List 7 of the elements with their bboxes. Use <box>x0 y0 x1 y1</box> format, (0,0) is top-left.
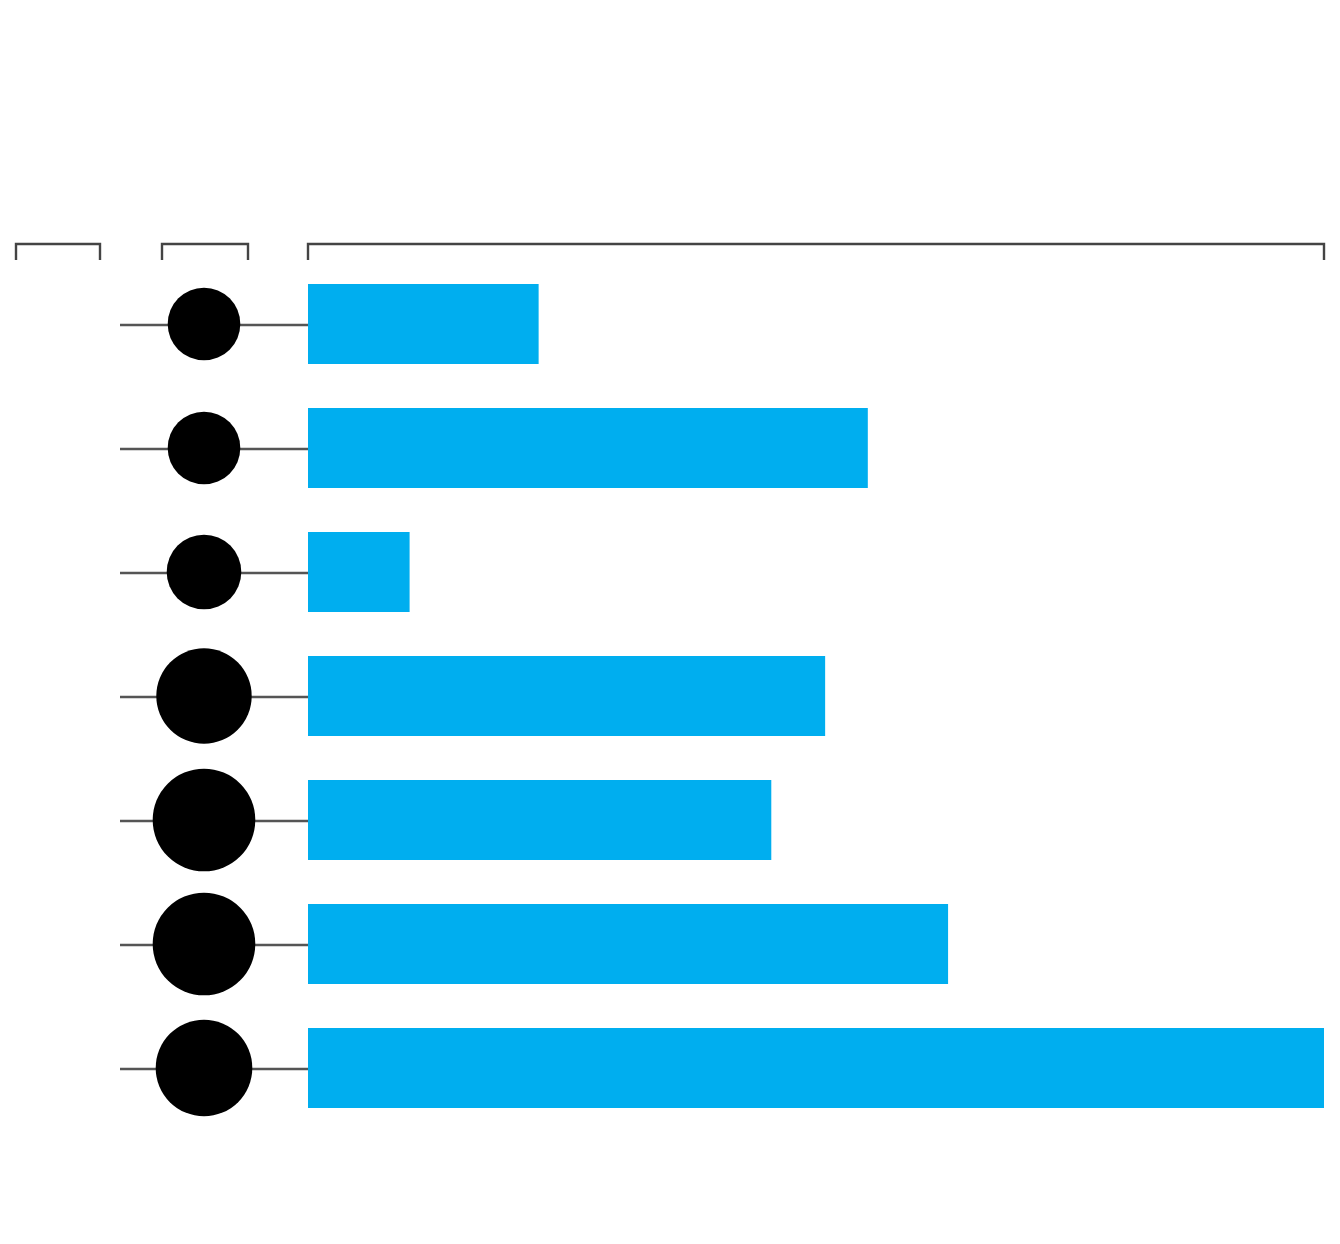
bar <box>308 1028 1324 1108</box>
bar <box>308 408 868 488</box>
bar <box>308 284 539 364</box>
bar <box>308 904 949 984</box>
bar <box>308 532 410 612</box>
bar <box>308 656 826 736</box>
bar <box>308 780 772 860</box>
